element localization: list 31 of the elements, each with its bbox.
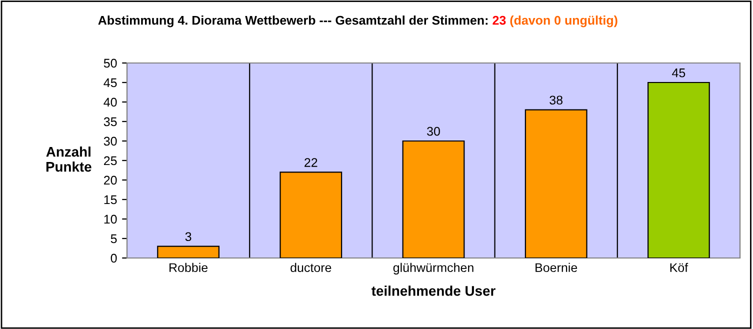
y-tick-label: 45	[104, 78, 117, 88]
y-tick-label: 40	[104, 98, 117, 107]
bar	[157, 246, 220, 258]
y-tick-label: 10	[104, 214, 117, 224]
bar	[647, 82, 710, 258]
x-tick-label: Köf	[670, 262, 688, 272]
text: 23	[492, 16, 506, 25]
y-tick-label: 25	[104, 156, 117, 166]
chart-title: Abstimmung 4. Diorama Wettbewerb --- Gesamtzahl der Stimmen:	[98, 16, 488, 28]
data-label: 38	[550, 96, 563, 105]
x-tick-label: Boernie	[536, 262, 578, 272]
data-label: 3	[185, 232, 192, 242]
y-tick-label: 35	[104, 117, 117, 126]
y-axis-title: Anzahl Punkte	[46, 146, 92, 172]
bar	[280, 172, 342, 258]
y-tick-label: 15	[104, 195, 117, 204]
y-tick-label: 50	[104, 58, 117, 68]
x-tick-label: Robbie	[170, 262, 208, 272]
text: (davon 0 ungültig)	[510, 16, 618, 28]
bar	[524, 109, 588, 258]
y-tick-label: 20	[104, 176, 117, 185]
y-tick-label: 5	[110, 234, 117, 244]
y-tick-label: 0	[110, 254, 117, 263]
bar	[402, 140, 465, 258]
x-axis-title: teilnehmende User	[372, 286, 496, 296]
data-label: 30	[427, 126, 440, 136]
x-tick-label: glühwürmchen	[393, 262, 474, 275]
data-label: 45	[672, 68, 686, 78]
x-tick-label: ductore	[290, 262, 332, 272]
y-tick-label: 30	[104, 136, 117, 146]
data-label: 22	[304, 158, 318, 167]
